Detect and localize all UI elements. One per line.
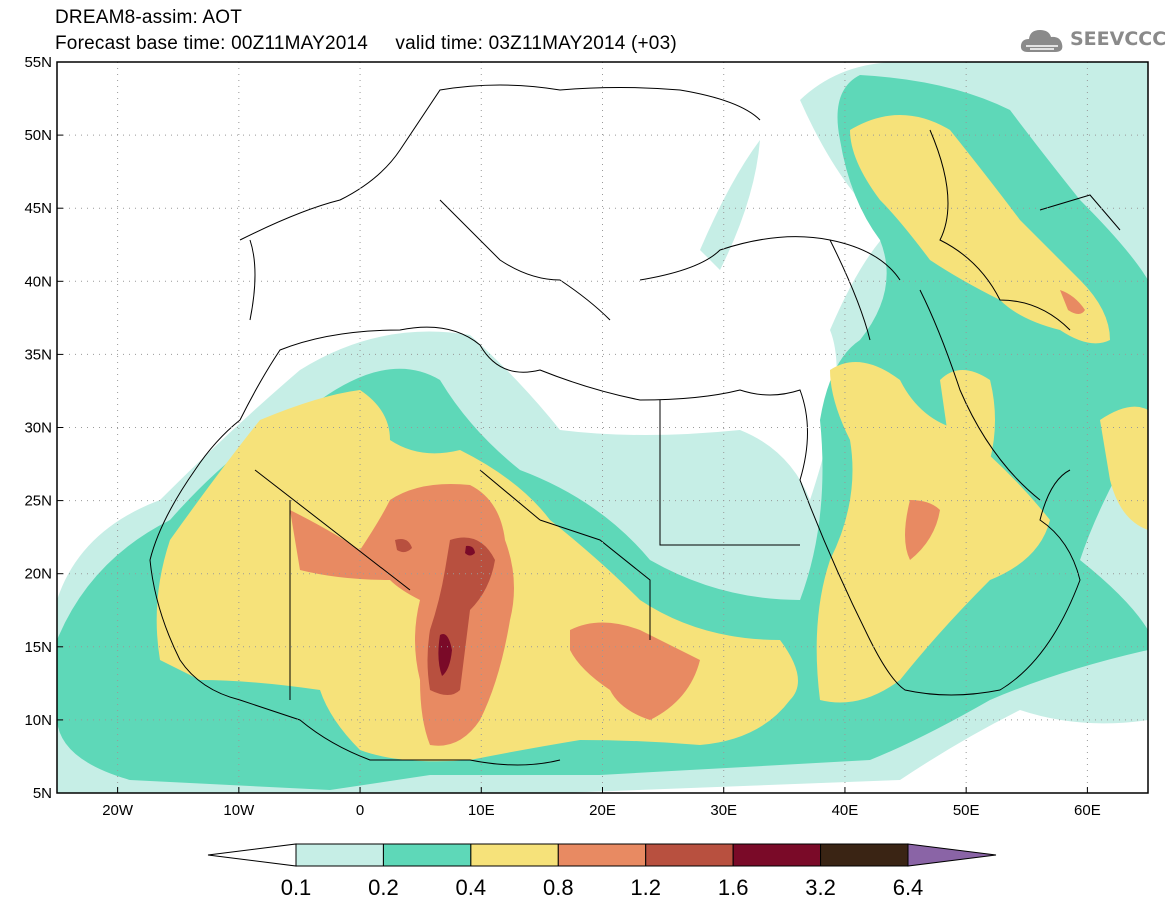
colorbar-bin bbox=[645, 843, 734, 867]
x-tick-label: 20E bbox=[589, 802, 616, 819]
logo-text: SEEVCCC bbox=[1070, 28, 1165, 50]
x-tick-label: 50E bbox=[953, 802, 980, 819]
x-tick-label: 30E bbox=[710, 802, 737, 819]
x-tick-label: 20W bbox=[102, 802, 134, 819]
coastlines-borders bbox=[149, 84, 1121, 766]
y-tick-label: 5N bbox=[33, 785, 52, 802]
colorbar-label: 1.2 bbox=[630, 875, 661, 900]
aot-contour-fields bbox=[57, 62, 1148, 793]
colorbar-label: 0.2 bbox=[368, 875, 399, 900]
y-tick-label: 20N bbox=[24, 566, 52, 583]
x-tick-label: 0 bbox=[356, 802, 364, 819]
colorbar-over-arrow bbox=[907, 843, 997, 867]
y-tick-label: 10N bbox=[24, 712, 52, 729]
y-tick-label: 35N bbox=[24, 346, 52, 363]
colorbar-bin bbox=[557, 843, 647, 867]
colorbar-label: 6.4 bbox=[893, 875, 924, 900]
colorbar-bin bbox=[382, 843, 472, 867]
y-tick-label: 45N bbox=[24, 200, 52, 217]
y-tick-label: 30N bbox=[24, 420, 52, 437]
colorbar-label: 0.1 bbox=[281, 875, 312, 900]
colorbar-bin bbox=[470, 843, 559, 867]
colorbar-under-arrow bbox=[207, 843, 297, 867]
y-tick-label: 50N bbox=[24, 127, 52, 144]
colorbar-bin bbox=[820, 843, 909, 867]
colorbar-label: 3.2 bbox=[805, 875, 836, 900]
seevccc-logo: SEEVCCC bbox=[1018, 22, 1165, 58]
aot-contour-1.6 bbox=[438, 545, 475, 676]
colorbar: 0.1 0.2 0.4 0.8 1.2 1.6 3.2 6.4 bbox=[207, 843, 997, 900]
x-tick-label: 40E bbox=[832, 802, 859, 819]
forecast-time-subtitle: Forecast base time: 00Z11MAY2014 valid t… bbox=[55, 33, 677, 54]
colorbar-label: 0.8 bbox=[543, 875, 574, 900]
axis-ticks: 20W 10W 0 10E 20E 30E 40E 50E 60E 5N 10N 15N 20N 25N 3… bbox=[24, 54, 1100, 819]
y-tick-label: 55N bbox=[24, 54, 52, 71]
x-tick-label: 10E bbox=[468, 802, 495, 819]
x-tick-label: 60E bbox=[1074, 802, 1101, 819]
colorbar-label: 0.4 bbox=[456, 875, 487, 900]
colorbar-bin bbox=[732, 843, 822, 867]
y-tick-label: 15N bbox=[24, 639, 52, 656]
x-tick-label: 10W bbox=[223, 802, 255, 819]
colorbar-bin bbox=[295, 843, 384, 867]
cloud-icon bbox=[1020, 30, 1063, 52]
y-tick-label: 25N bbox=[24, 493, 52, 510]
colorbar-label: 1.6 bbox=[718, 875, 749, 900]
y-tick-label: 40N bbox=[24, 273, 52, 290]
map-title: DREAM8-assim: AOT bbox=[55, 7, 243, 28]
